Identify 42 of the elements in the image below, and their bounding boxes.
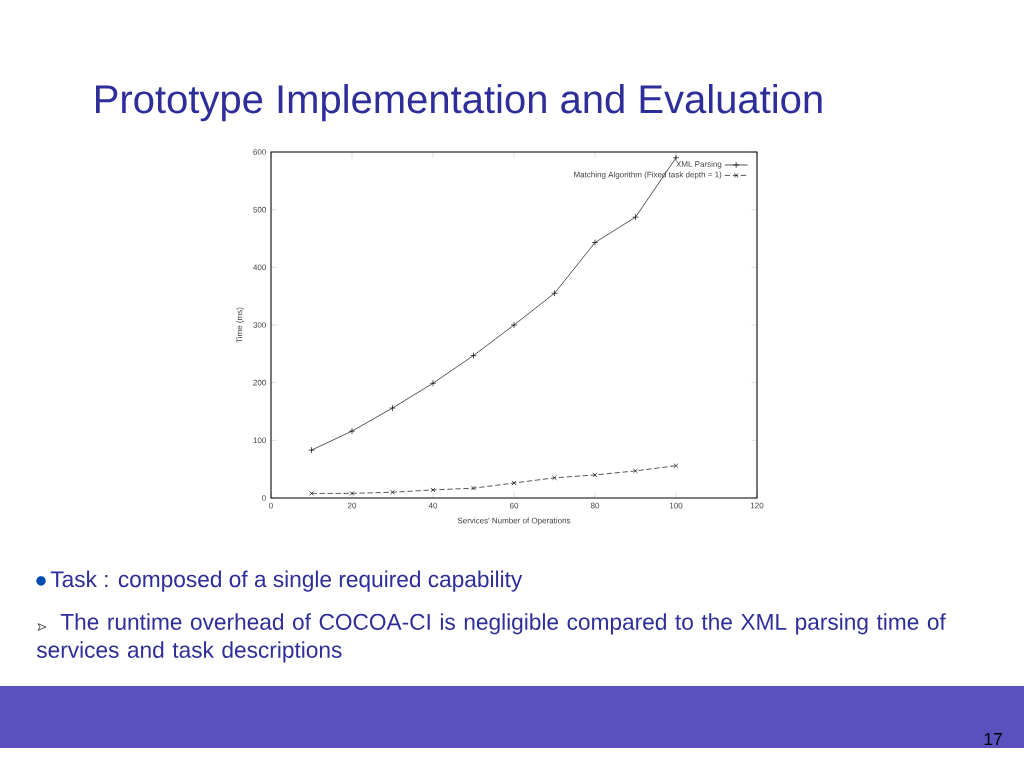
point	[591, 239, 599, 246]
y-tick-label: 400	[253, 264, 266, 271]
point	[348, 427, 356, 435]
point	[633, 468, 638, 474]
point	[429, 379, 437, 387]
point	[673, 463, 679, 469]
y-tick-label: 600	[253, 149, 266, 155]
text: Task : composed of a single required capability	[50, 570, 523, 592]
x-tick-label: 60	[509, 502, 519, 509]
x-tick-label: 0	[269, 502, 273, 509]
y-tick-label: 0	[262, 495, 266, 501]
point	[308, 446, 315, 454]
y-axis-title: Time (ms)	[236, 307, 244, 343]
x-tick-label: 100	[669, 502, 683, 509]
x-axis-title: Services' Number of Operations	[457, 517, 571, 525]
y-tick-label: 200	[253, 379, 266, 386]
chart-title: Prototype Implementation and Evaluation	[96, 84, 822, 122]
point	[592, 472, 598, 478]
y-tick-label: 100	[253, 437, 266, 444]
point	[309, 490, 314, 496]
point	[390, 489, 395, 495]
x-tick-label: 40	[428, 502, 438, 509]
text: 17	[984, 733, 1002, 745]
x-tick-label: 120	[750, 502, 764, 509]
x-tick-label: 20	[347, 502, 357, 509]
legend-label: Matching Algorithm (Fixed task depth = 1)	[574, 171, 722, 179]
point	[552, 475, 557, 481]
text: The runtime overhead of COCOA-CI is negligible compared to the XML parsing time of services and task descriptions	[36, 613, 946, 663]
point	[430, 487, 436, 493]
point	[511, 480, 517, 486]
y-tick-label: 300	[253, 322, 266, 328]
y-tick-label: 500	[253, 206, 266, 213]
point	[672, 154, 680, 162]
point	[551, 290, 558, 297]
legend-label: XML Parsing	[676, 161, 722, 169]
point	[471, 485, 476, 491]
point	[389, 404, 396, 412]
x-tick-label: 80	[590, 502, 600, 509]
point	[510, 321, 518, 329]
point	[632, 213, 639, 221]
point	[349, 490, 355, 496]
point	[470, 352, 477, 359]
